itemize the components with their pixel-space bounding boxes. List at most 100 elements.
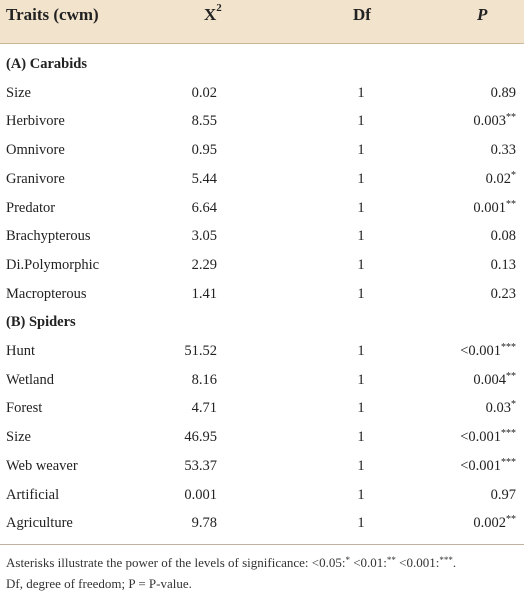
table-row: Forest 4.71 1 0.03* <box>0 394 524 424</box>
trait-cell: Wetland <box>6 371 54 388</box>
p-value-text: <0.001 <box>460 343 501 359</box>
chi-square-cell: 2.29 <box>191 256 217 273</box>
table-row: Di.Polymorphic 2.29 1 0.13 <box>0 251 524 281</box>
df-cell: 1 <box>357 457 365 474</box>
table-row: Size 46.95 1 <0.001*** <box>0 423 524 453</box>
chi-square-cell: 0.001 <box>184 486 217 503</box>
chi-square-cell: 46.95 <box>184 429 217 446</box>
section-label: (A) Carabids <box>6 56 87 72</box>
p-value-cell: 0.02* <box>485 170 516 188</box>
table-row: Omnivore 0.95 1 0.33 <box>0 136 524 166</box>
trait-cell: Forest <box>6 400 43 417</box>
chi-square-cell: 1.41 <box>191 285 217 302</box>
table-row: Size 0.02 1 0.89 <box>0 79 524 109</box>
footnote-text-4: . <box>452 555 457 570</box>
trait-cell: Web weaver <box>6 457 78 474</box>
table-row: Herbivore 8.55 1 0.003** <box>0 107 524 137</box>
chi-square-cell: 4.71 <box>191 400 217 417</box>
significance-stars: *** <box>501 428 516 440</box>
significance-stars: *** <box>501 456 516 468</box>
p-value-text: 0.003 <box>473 113 506 130</box>
header-df: Df <box>353 5 371 24</box>
trait-cell: Artificial <box>6 486 60 503</box>
p-value-cell: <0.001*** <box>460 342 516 360</box>
df-cell: 1 <box>357 170 365 187</box>
table-row: Web weaver 53.37 1 <0.001*** <box>0 452 524 482</box>
chi-square-cell: 5.44 <box>191 170 217 187</box>
table-row: Agriculture 9.78 1 0.002** <box>0 509 524 539</box>
df-cell: 1 <box>357 228 365 245</box>
p-value-cell: 0.004** <box>473 370 516 389</box>
table-row: Predator 6.64 1 0.001** <box>0 194 524 224</box>
df-cell: 1 <box>357 285 365 302</box>
trait-cell: Herbivore <box>6 113 65 130</box>
p-value-cell: 0.97 <box>491 487 516 504</box>
table-row: Brachypterous 3.05 1 0.08 <box>0 222 524 252</box>
p-value-text: 0.33 <box>490 142 516 159</box>
p-value-cell: 0.89 <box>491 85 516 102</box>
df-cell: 1 <box>357 113 365 130</box>
p-value-text: 0.08 <box>490 228 516 245</box>
trait-cell: Size <box>6 84 31 101</box>
chi-square-cell: 3.05 <box>191 228 217 245</box>
trait-cell: Macropterous <box>6 285 87 302</box>
header-chi-square: X2 <box>204 2 222 25</box>
df-cell: 1 <box>357 84 365 101</box>
chi-square-cell: 0.02 <box>191 84 217 101</box>
significance-stars: ** <box>506 370 516 382</box>
trait-cell: Omnivore <box>6 142 65 159</box>
df-cell: 1 <box>357 343 365 359</box>
p-value-text: 0.001 <box>473 199 506 216</box>
table-header: Traits (cwm) X2 Df P <box>0 0 524 44</box>
header-p: P <box>477 5 488 24</box>
footnote-text-2: <0.01: <box>349 555 387 570</box>
chi-square-cell: 9.78 <box>191 515 217 532</box>
p-value-cell: 0.08 <box>491 228 516 245</box>
p-value-text: 0.89 <box>490 84 516 101</box>
trait-cell: Predator <box>6 199 56 216</box>
chi-square-cell: 0.95 <box>191 142 217 159</box>
table-row: Artificial 0.001 1 0.97 <box>0 481 524 511</box>
footnote-text-1: Asterisks illustrate the power of the le… <box>6 555 346 570</box>
significance-stars: ** <box>506 514 516 526</box>
significance-stars: *** <box>501 342 516 353</box>
header-traits: Traits (cwm) <box>6 5 99 24</box>
chi-square-cell: 6.64 <box>191 199 217 216</box>
section-label: (B) Spiders <box>6 314 76 331</box>
significance-stars: ** <box>506 112 516 124</box>
df-cell: 1 <box>357 199 365 216</box>
chi-square-cell: 53.37 <box>184 457 217 474</box>
chi-square-cell: 8.16 <box>191 371 217 388</box>
trait-cell: Granivore <box>6 170 65 187</box>
footnote-line-1: Asterisks illustrate the power of the le… <box>6 553 520 574</box>
table-footnote: Asterisks illustrate the power of the le… <box>6 553 520 594</box>
p-value-cell: 0.13 <box>491 257 516 274</box>
footnote-text-3: <0.001: <box>395 555 440 570</box>
p-value-text: 0.03 <box>485 400 511 417</box>
p-value-cell: <0.001*** <box>460 428 516 446</box>
p-value-text: 0.97 <box>490 486 516 503</box>
chi-square-cell: 8.55 <box>191 113 217 130</box>
df-cell: 1 <box>357 142 365 159</box>
p-value-text: 0.002 <box>473 515 506 532</box>
trait-cell: Di.Polymorphic <box>6 256 100 273</box>
p-value-cell: 0.23 <box>491 286 516 303</box>
table-row: Granivore 5.44 1 0.02* <box>0 165 524 195</box>
p-value-cell: 0.33 <box>491 142 516 159</box>
p-value-text: 0.02 <box>485 170 511 187</box>
table-row: Macropterous 1.41 1 0.23 <box>0 280 524 310</box>
significance-stars: * <box>511 399 516 411</box>
p-value-text: 0.004 <box>473 371 506 388</box>
p-value-text: <0.001 <box>460 457 501 474</box>
chi-square-cell: 51.52 <box>184 343 217 359</box>
df-cell: 1 <box>357 371 365 388</box>
header-chi-square-sup: 2 <box>216 2 222 14</box>
p-value-cell: 0.001** <box>473 199 516 217</box>
footnote-star-1: * <box>345 555 350 565</box>
df-cell: 1 <box>357 400 365 417</box>
table-row: Wetland 8.16 1 0.004** <box>0 366 524 396</box>
p-value-text: 0.23 <box>490 285 516 302</box>
table-bottom-rule <box>0 543 524 545</box>
p-value-cell: 0.002** <box>473 514 516 532</box>
